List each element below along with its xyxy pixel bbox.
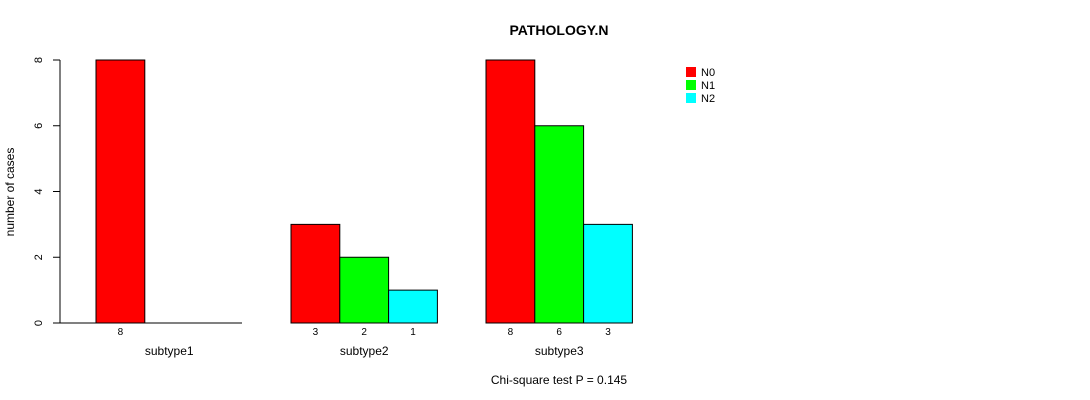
count-label-subtype1-N0: 8 bbox=[118, 327, 124, 338]
bars bbox=[95, 59, 633, 324]
chart-title: PATHOLOGY.N bbox=[509, 22, 608, 38]
count-label-subtype2-N0: 3 bbox=[313, 327, 319, 338]
legend-label-N1: N1 bbox=[701, 80, 715, 92]
count-label-subtype3-N2: 3 bbox=[605, 327, 611, 338]
bar-subtype2-N0 bbox=[290, 223, 341, 324]
y-tick-label: 2 bbox=[33, 254, 45, 260]
legend-swatch-N1 bbox=[686, 80, 696, 90]
chi-square-footnote: Chi-square test P = 0.145 bbox=[491, 373, 628, 387]
count-label-subtype3-N1: 6 bbox=[556, 327, 562, 338]
bar-subtype3-N1 bbox=[534, 125, 585, 324]
count-labels: 8 3 2 1 8 6 3 bbox=[118, 327, 612, 338]
legend-label-N0: N0 bbox=[701, 67, 715, 79]
y-tick-label: 8 bbox=[33, 57, 45, 63]
category-label-subtype1: subtype1 bbox=[145, 344, 194, 358]
category-label-subtype3: subtype3 bbox=[535, 344, 584, 358]
bar-subtype3-N0 bbox=[485, 59, 536, 324]
count-label-subtype2-N1: 2 bbox=[361, 327, 367, 338]
bar-subtype1-N0 bbox=[95, 59, 146, 324]
legend-swatch-N2 bbox=[686, 93, 696, 103]
count-label-subtype3-N0: 8 bbox=[508, 327, 514, 338]
category-label-subtype2: subtype2 bbox=[340, 344, 389, 358]
bar-subtype2-N1 bbox=[339, 256, 390, 324]
category-labels: subtype1 subtype2 subtype3 bbox=[145, 344, 584, 358]
bar-subtype2-N2 bbox=[388, 289, 438, 324]
y-axis: 0 2 4 6 8 bbox=[33, 57, 242, 326]
y-tick-label: 0 bbox=[33, 320, 45, 326]
y-axis-label: number of cases bbox=[3, 148, 17, 237]
legend-swatch-N0 bbox=[686, 67, 696, 77]
count-label-subtype2-N2: 1 bbox=[410, 327, 416, 338]
bar-subtype3-N2 bbox=[583, 223, 633, 324]
y-tick-label: 6 bbox=[33, 123, 45, 129]
legend-label-N2: N2 bbox=[701, 93, 715, 105]
y-tick-label: 4 bbox=[33, 188, 45, 194]
